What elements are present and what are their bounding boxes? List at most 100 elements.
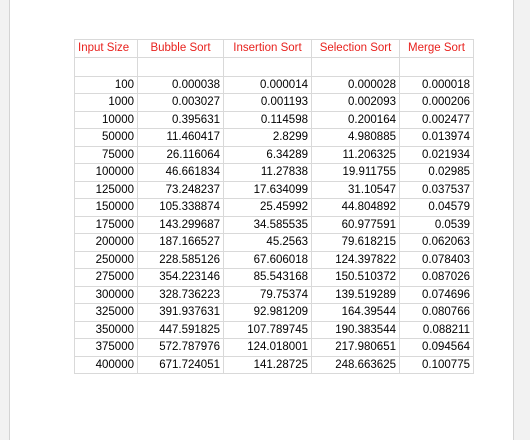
insertion-sort-cell[interactable]: 92.981209 [223,303,312,322]
spreadsheet-area: Input Size Bubble Sort Insertion Sort Se… [9,0,514,440]
bubble-sort-cell[interactable]: 572.787976 [137,338,224,357]
insertion-sort-cell[interactable]: 107.789745 [223,320,312,339]
input-size-cell[interactable]: 100000 [74,163,138,182]
selection-sort-cell[interactable]: 79.618215 [311,233,400,252]
empty-cell[interactable] [223,56,312,77]
insertion-sort-cell[interactable]: 141.28725 [223,355,312,374]
insertion-sort-cell[interactable]: 0.001193 [223,93,312,112]
selection-sort-cell[interactable]: 4.980885 [311,128,400,147]
selection-sort-cell[interactable]: 150.510372 [311,268,400,287]
selection-sort-cell[interactable]: 139.519289 [311,285,400,304]
selection-sort-cell[interactable]: 248.663625 [311,355,400,374]
input-size-cell[interactable]: 175000 [74,215,138,234]
merge-sort-cell[interactable]: 0.002477 [399,110,474,129]
insertion-sort-cell[interactable]: 67.606018 [223,250,312,269]
input-size-cell[interactable]: 1000 [74,93,138,112]
merge-sort-cell[interactable]: 0.02985 [399,163,474,182]
insertion-sort-cell[interactable]: 34.585535 [223,215,312,234]
insertion-sort-cell[interactable]: 79.75374 [223,285,312,304]
selection-sort-cell[interactable]: 11.206325 [311,145,400,164]
bubble-sort-cell[interactable]: 105.338874 [137,198,224,217]
bubble-sort-cell[interactable]: 26.116064 [137,145,224,164]
merge-sort-cell[interactable]: 0.013974 [399,128,474,147]
merge-sort-cell[interactable]: 0.074696 [399,285,474,304]
insertion-sort-cell[interactable]: 85.543168 [223,268,312,287]
selection-sort-cell[interactable]: 0.002093 [311,93,400,112]
bubble-sort-cell[interactable]: 391.937631 [137,303,224,322]
selection-sort-cell[interactable]: 190.383544 [311,320,400,339]
selection-sort-cell[interactable]: 60.977591 [311,215,400,234]
bubble-sort-cell[interactable]: 0.003027 [137,93,224,112]
selection-sort-cell[interactable]: 19.911755 [311,163,400,182]
insertion-sort-cell[interactable]: 2.8299 [223,128,312,147]
input-size-cell[interactable]: 10000 [74,110,138,129]
input-size-cell[interactable]: 250000 [74,250,138,269]
merge-sort-cell[interactable]: 0.0539 [399,215,474,234]
merge-sort-cell[interactable]: 0.094564 [399,338,474,357]
empty-cell[interactable] [399,56,474,77]
selection-sort-cell[interactable]: 44.804892 [311,198,400,217]
merge-sort-cell[interactable]: 0.087026 [399,268,474,287]
input-size-cell[interactable]: 150000 [74,198,138,217]
bubble-sort-cell[interactable]: 0.000038 [137,75,224,94]
merge-sort-cell[interactable]: 0.100775 [399,355,474,374]
insertion-sort-cell[interactable]: 45.2563 [223,233,312,252]
header-insertion-sort[interactable]: Insertion Sort [223,39,312,58]
blank-row [74,56,474,77]
empty-cell[interactable] [137,56,224,77]
bubble-sort-cell[interactable]: 447.591825 [137,320,224,339]
bubble-sort-cell[interactable]: 0.395631 [137,110,224,129]
table-row: 10000 0.395631 0.114598 0.200164 0.002477 [74,110,474,129]
selection-sort-cell[interactable]: 0.200164 [311,110,400,129]
input-size-cell[interactable]: 325000 [74,303,138,322]
selection-sort-cell[interactable]: 0.000028 [311,75,400,94]
merge-sort-cell[interactable]: 0.062063 [399,233,474,252]
input-size-cell[interactable]: 275000 [74,268,138,287]
insertion-sort-cell[interactable]: 6.34289 [223,145,312,164]
header-merge-sort[interactable]: Merge Sort [399,39,474,58]
bubble-sort-cell[interactable]: 11.460417 [137,128,224,147]
input-size-cell[interactable]: 100 [74,75,138,94]
insertion-sort-cell[interactable]: 17.634099 [223,180,312,199]
bubble-sort-cell[interactable]: 73.248237 [137,180,224,199]
bubble-sort-cell[interactable]: 228.585126 [137,250,224,269]
table-row: 175000 143.299687 34.585535 60.977591 0.0539 [74,215,474,234]
merge-sort-cell[interactable]: 0.080766 [399,303,474,322]
input-size-cell[interactable]: 125000 [74,180,138,199]
input-size-cell[interactable]: 400000 [74,355,138,374]
selection-sort-cell[interactable]: 217.980651 [311,338,400,357]
merge-sort-cell[interactable]: 0.078403 [399,250,474,269]
insertion-sort-cell[interactable]: 25.45992 [223,198,312,217]
input-size-cell[interactable]: 75000 [74,145,138,164]
bubble-sort-cell[interactable]: 671.724051 [137,355,224,374]
header-bubble-sort[interactable]: Bubble Sort [137,39,224,58]
input-size-cell[interactable]: 300000 [74,285,138,304]
merge-sort-cell[interactable]: 0.021934 [399,145,474,164]
empty-cell[interactable] [311,56,400,77]
empty-cell[interactable] [74,56,138,77]
input-size-cell[interactable]: 50000 [74,128,138,147]
bubble-sort-cell[interactable]: 143.299687 [137,215,224,234]
header-selection-sort[interactable]: Selection Sort [311,39,400,58]
bubble-sort-cell[interactable]: 328.736223 [137,285,224,304]
bubble-sort-cell[interactable]: 354.223146 [137,268,224,287]
merge-sort-cell[interactable]: 0.037537 [399,180,474,199]
bubble-sort-cell[interactable]: 46.661834 [137,163,224,182]
selection-sort-cell[interactable]: 124.397822 [311,250,400,269]
input-size-cell[interactable]: 200000 [74,233,138,252]
insertion-sort-cell[interactable]: 0.114598 [223,110,312,129]
input-size-cell[interactable]: 350000 [74,320,138,339]
table-row: 250000 228.585126 67.606018 124.397822 0.078… [74,250,474,269]
bubble-sort-cell[interactable]: 187.166527 [137,233,224,252]
merge-sort-cell[interactable]: 0.000206 [399,93,474,112]
insertion-sort-cell[interactable]: 11.27838 [223,163,312,182]
insertion-sort-cell[interactable]: 124.018001 [223,338,312,357]
merge-sort-cell[interactable]: 0.000018 [399,75,474,94]
merge-sort-cell[interactable]: 0.04579 [399,198,474,217]
header-input-size[interactable]: Input Size [74,39,138,58]
insertion-sort-cell[interactable]: 0.000014 [223,75,312,94]
selection-sort-cell[interactable]: 31.10547 [311,180,400,199]
selection-sort-cell[interactable]: 164.39544 [311,303,400,322]
merge-sort-cell[interactable]: 0.088211 [399,320,474,339]
input-size-cell[interactable]: 375000 [74,338,138,357]
